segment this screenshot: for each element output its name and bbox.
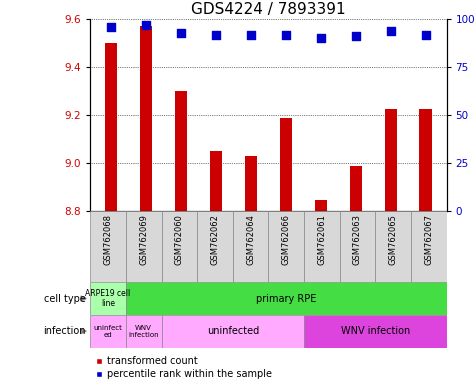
- Bar: [280, 118, 292, 211]
- Bar: [197, 211, 233, 282]
- Point: [247, 31, 255, 38]
- Point: [422, 31, 429, 38]
- Text: GSM762060: GSM762060: [175, 214, 184, 265]
- Bar: [350, 166, 362, 211]
- Text: WNV infection: WNV infection: [341, 326, 410, 336]
- Text: GSM762067: GSM762067: [424, 214, 433, 265]
- Text: uninfect
ed: uninfect ed: [94, 325, 123, 338]
- Text: infection: infection: [43, 326, 86, 336]
- Text: cell type: cell type: [44, 293, 86, 304]
- Point: [387, 28, 394, 34]
- Text: ARPE19 cell
line: ARPE19 cell line: [86, 289, 131, 308]
- Bar: [90, 315, 126, 348]
- Bar: [126, 211, 162, 282]
- Text: GSM762068: GSM762068: [104, 214, 113, 265]
- Legend: transformed count, percentile rank within the sample: transformed count, percentile rank withi…: [95, 356, 272, 379]
- Point: [317, 35, 324, 41]
- Text: GSM762069: GSM762069: [139, 214, 148, 265]
- Bar: [90, 211, 126, 282]
- Title: GDS4224 / 7893391: GDS4224 / 7893391: [191, 2, 346, 17]
- Bar: [140, 26, 152, 211]
- Bar: [340, 211, 375, 282]
- Text: uninfected: uninfected: [207, 326, 259, 336]
- Bar: [90, 282, 126, 315]
- Text: GSM762066: GSM762066: [282, 214, 291, 265]
- Point: [282, 31, 290, 38]
- Bar: [304, 211, 340, 282]
- Point: [177, 30, 185, 36]
- Point: [107, 24, 115, 30]
- Bar: [384, 109, 397, 211]
- Point: [212, 31, 220, 38]
- Bar: [126, 315, 162, 348]
- Bar: [314, 200, 327, 211]
- Point: [352, 33, 360, 40]
- Text: WNV
infection: WNV infection: [128, 325, 159, 338]
- Text: GSM762065: GSM762065: [389, 214, 398, 265]
- Bar: [411, 211, 446, 282]
- Point: [142, 22, 150, 28]
- Bar: [162, 211, 197, 282]
- Bar: [304, 315, 446, 348]
- Bar: [233, 211, 268, 282]
- Text: GSM762064: GSM762064: [246, 214, 255, 265]
- Text: GSM762063: GSM762063: [353, 214, 362, 265]
- Bar: [245, 156, 257, 211]
- Bar: [268, 211, 304, 282]
- Bar: [419, 109, 432, 211]
- Text: GSM762061: GSM762061: [317, 214, 326, 265]
- Text: GSM762062: GSM762062: [210, 214, 219, 265]
- Bar: [105, 43, 117, 211]
- Bar: [175, 91, 187, 211]
- Bar: [375, 211, 411, 282]
- Bar: [162, 315, 304, 348]
- Bar: [210, 151, 222, 211]
- Text: primary RPE: primary RPE: [256, 293, 316, 304]
